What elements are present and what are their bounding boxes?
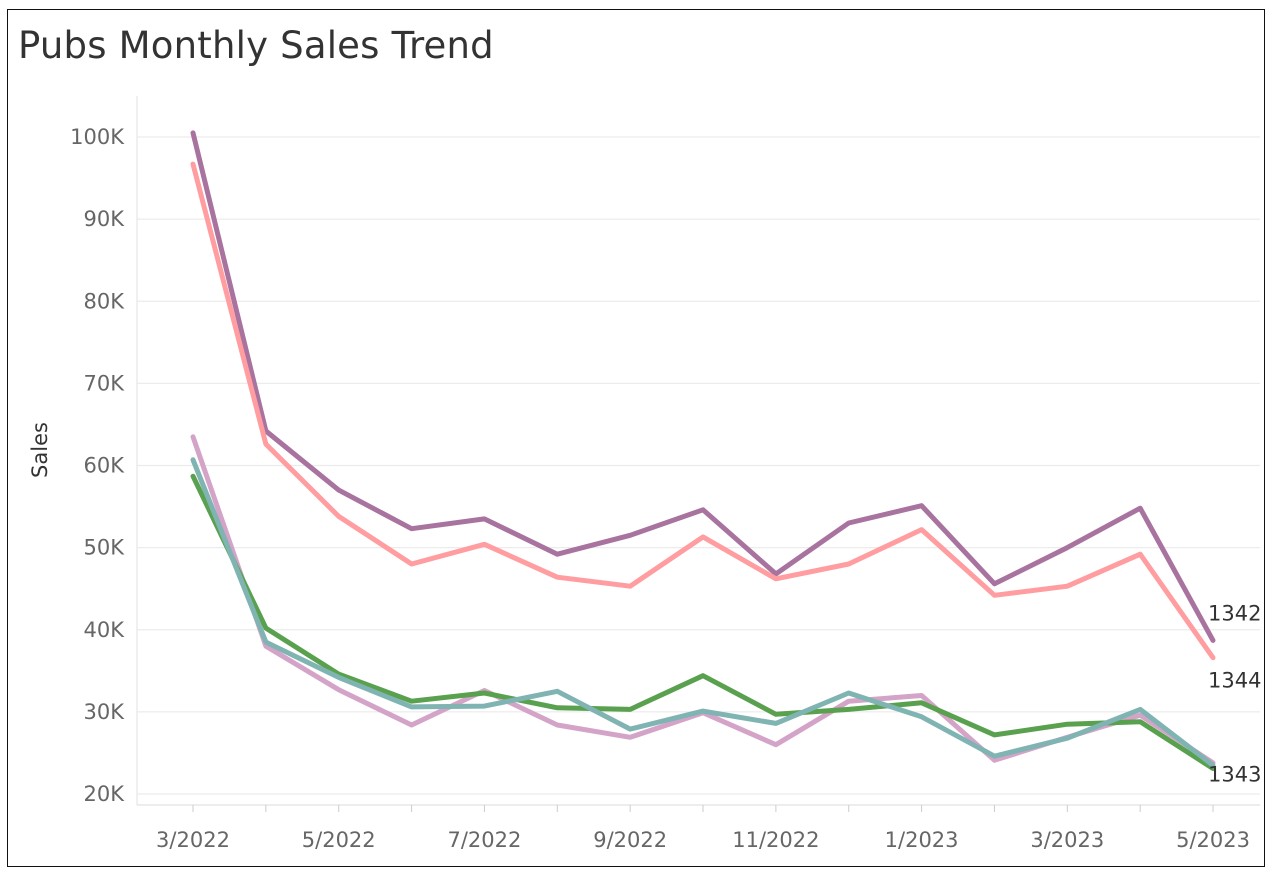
y-tick-label: 20K <box>84 782 126 806</box>
axes: 20K 30K 40K 50K 60K 70K 80K 90K 100K 3/2022 5/2022… <box>70 96 1260 852</box>
y-tick-label: 100K <box>70 125 125 149</box>
series-line-1343[interactable] <box>190 473 1216 771</box>
y-tick-label: 80K <box>84 289 126 313</box>
series-end-label: 1342 <box>1208 601 1261 625</box>
y-tick-label: 40K <box>84 618 126 642</box>
y-tick-label: 60K <box>84 454 126 478</box>
series-end-labels: 1342 1344 1343 <box>1208 601 1261 786</box>
gridlines <box>137 136 1260 795</box>
series-line-1342[interactable] <box>190 130 1216 643</box>
series-end-label: 1344 <box>1208 669 1261 693</box>
x-tick-label: 5/2022 <box>302 828 376 852</box>
series-line-4[interactable] <box>190 457 1216 768</box>
x-tick-label: 11/2022 <box>732 828 819 852</box>
y-axis-title: Sales <box>28 422 52 478</box>
series-line-2[interactable] <box>190 434 1216 766</box>
series-lines <box>190 130 1216 771</box>
series-end-label: 1343 <box>1208 763 1261 787</box>
x-tick-label: 3/2023 <box>1030 828 1104 852</box>
y-tick-label: 50K <box>84 536 126 560</box>
x-tick-label: 5/2023 <box>1176 828 1250 852</box>
x-tick-label: 3/2022 <box>156 828 230 852</box>
y-tick-label: 30K <box>84 700 126 724</box>
chart-title: Pubs Monthly Sales Trend <box>18 24 494 67</box>
x-tick-label: 7/2022 <box>447 828 521 852</box>
x-tick-label: 9/2022 <box>593 828 667 852</box>
series-line-1344[interactable] <box>190 161 1216 661</box>
x-tick-label: 1/2023 <box>885 828 959 852</box>
y-tick-label: 90K <box>84 207 126 231</box>
y-tick-label: 70K <box>84 371 126 395</box>
